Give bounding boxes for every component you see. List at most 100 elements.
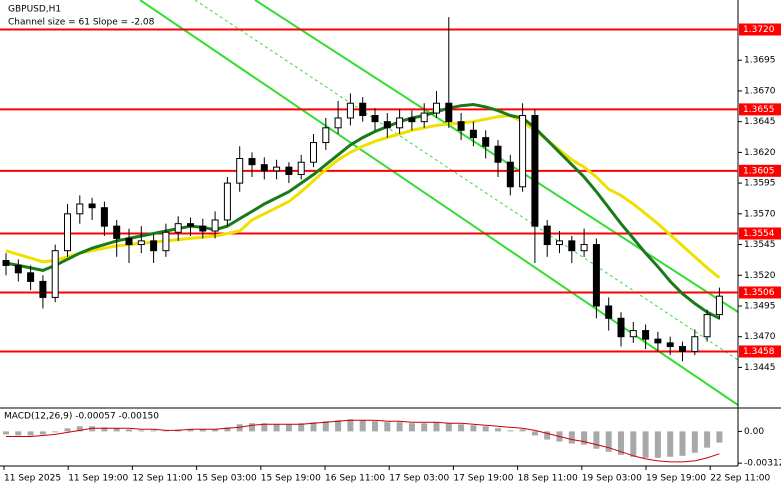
candle-body: [531, 115, 539, 227]
macd-bar: [384, 422, 391, 432]
x-tick-label: 22 Sep 11:00: [710, 474, 770, 484]
x-tick-label: 19 Sep 03:00: [582, 474, 642, 484]
candle-body: [383, 121, 391, 129]
candle-body: [199, 225, 207, 232]
y-tick-label: 1.3445: [744, 363, 776, 373]
macd-bar: [236, 424, 243, 432]
x-tick-label: 18 Sep 11:00: [518, 474, 578, 484]
level-label: 1.3506: [743, 288, 775, 298]
macd-bar: [126, 429, 132, 432]
candle-body: [703, 314, 711, 338]
macd-bar: [347, 419, 354, 432]
macd-bar: [470, 425, 477, 432]
y-tick-label: 1.3620: [744, 148, 776, 158]
level-label-box: [739, 345, 781, 358]
x-tick-label: 19 Sep 19:00: [646, 474, 706, 484]
macd-bar: [445, 423, 452, 432]
candle-body: [248, 158, 256, 166]
channel-middle: [194, 0, 739, 361]
macd-bar: [39, 431, 46, 435]
level-label: 1.3720: [743, 25, 775, 35]
level-label: 1.3554: [743, 229, 775, 239]
macd-bar: [519, 429, 526, 432]
candle-body: [310, 142, 317, 163]
candle-body: [433, 102, 440, 114]
candle-body: [14, 264, 22, 274]
y-tick-label: 1.3470: [744, 332, 776, 342]
candle-body: [162, 231, 170, 252]
macd-bar: [138, 430, 145, 432]
candle-body: [88, 203, 96, 209]
macd-bar: [654, 431, 661, 458]
x-tick-label: 17 Sep 03:00: [389, 474, 449, 484]
candle-body: [408, 117, 416, 123]
macd-bar: [667, 431, 674, 457]
macd-bar: [495, 428, 501, 432]
macd-bar: [76, 426, 83, 432]
candle-body: [76, 203, 84, 215]
candle-body: [679, 346, 686, 352]
x-tick-label: 11 Sep 19:00: [68, 474, 128, 484]
chart-subtitle: Channel size = 61 Slope = -2.08: [8, 18, 155, 28]
x-tick-label: 12 Sep 11:00: [132, 474, 192, 484]
candle-body: [359, 102, 367, 117]
candle-body: [273, 166, 281, 172]
macd-bar: [679, 431, 686, 456]
y-tick-label: 1.3520: [744, 271, 776, 281]
macd-bar: [704, 431, 711, 448]
candle-body: [223, 182, 231, 221]
moving-average: [5, 102, 721, 320]
macd-bar: [273, 424, 280, 432]
macd-bar: [261, 423, 268, 432]
candle-body: [236, 158, 244, 184]
macd-bar: [716, 431, 723, 443]
macd-bar: [27, 431, 34, 436]
macd-bar: [433, 422, 440, 432]
candle-body: [285, 166, 293, 176]
candle-body: [39, 280, 47, 298]
candle-body: [322, 127, 330, 144]
macd-bar: [618, 431, 624, 455]
candle-body: [691, 336, 699, 352]
macd-bar: [482, 426, 489, 432]
x-tick-label: 15 Sep 19:00: [261, 474, 321, 484]
candle-body: [2, 260, 10, 266]
macd-bar: [285, 424, 292, 432]
candle-body: [346, 102, 354, 119]
macd-bar: [249, 423, 255, 432]
macd-bar: [396, 422, 403, 432]
level-label-box: [739, 103, 781, 116]
candle-body: [617, 317, 625, 338]
candle-body: [260, 164, 268, 172]
macd-bar: [581, 431, 588, 445]
candle-body: [100, 207, 108, 227]
candle-body: [642, 330, 650, 340]
macd-y-tick-label: 0.00: [744, 427, 764, 437]
macd-bar: [199, 429, 206, 432]
macd-bar: [322, 421, 329, 432]
macd-bar: [605, 431, 612, 452]
candle-body: [666, 342, 674, 348]
macd-bar: [113, 428, 120, 432]
candle-body: [715, 295, 723, 316]
macd-bar: [335, 420, 342, 432]
candle-body: [580, 244, 588, 252]
macd-bar: [408, 423, 415, 432]
y-tick-label: 1.3670: [744, 86, 776, 96]
y-tick-label: 1.3570: [744, 209, 776, 219]
candle-body: [568, 240, 576, 252]
macd-bar: [630, 431, 637, 457]
macd-bar: [3, 431, 9, 435]
y-tick-label: 1.3495: [744, 302, 776, 312]
candle-body: [396, 117, 404, 129]
x-tick-label: 11 Sep 2025: [4, 474, 61, 484]
candle-body: [445, 102, 453, 123]
y-tick-label: 1.3545: [744, 240, 776, 250]
candle-body: [371, 115, 379, 123]
macd-bar: [64, 428, 71, 432]
candle-body: [519, 115, 527, 188]
candle-body: [629, 330, 637, 338]
y-tick-label: 1.3645: [744, 117, 776, 127]
level-label: 1.3655: [743, 105, 775, 115]
